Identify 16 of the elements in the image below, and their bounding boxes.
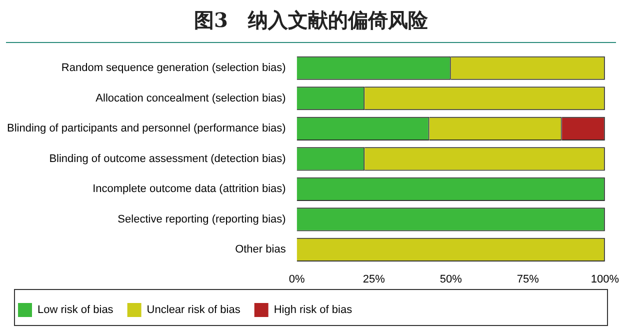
legend-label: High risk of bias (274, 304, 353, 316)
y-tick-label: Blinding of participants and personnel (performance bias) (6, 122, 286, 135)
y-tick-label: Allocation concealment (selection bias) (96, 92, 286, 104)
x-tick-label: 100% (590, 273, 620, 286)
x-tick-label: 25% (362, 273, 386, 286)
x-tick-label: 75% (516, 273, 540, 286)
y-tick-label: Other bias (235, 244, 286, 256)
x-tick-label: 0% (288, 273, 305, 286)
legend-label: Low risk of bias (38, 304, 114, 316)
x-tick-label: 50% (440, 273, 462, 286)
y-tick-label: Blinding of outcome assessment (detection bias) (49, 152, 286, 165)
y-tick-label: Incomplete outcome data (attrition bias) (92, 183, 286, 196)
legend-label: Unclear risk of bias (146, 304, 241, 316)
y-tick-label: Random sequence generation (selection bias) (61, 62, 286, 74)
y-tick-label: Selective reporting (reporting bias) (118, 213, 286, 226)
chart-title: 图3 纳入文献的偏倚风险 (193, 7, 429, 34)
